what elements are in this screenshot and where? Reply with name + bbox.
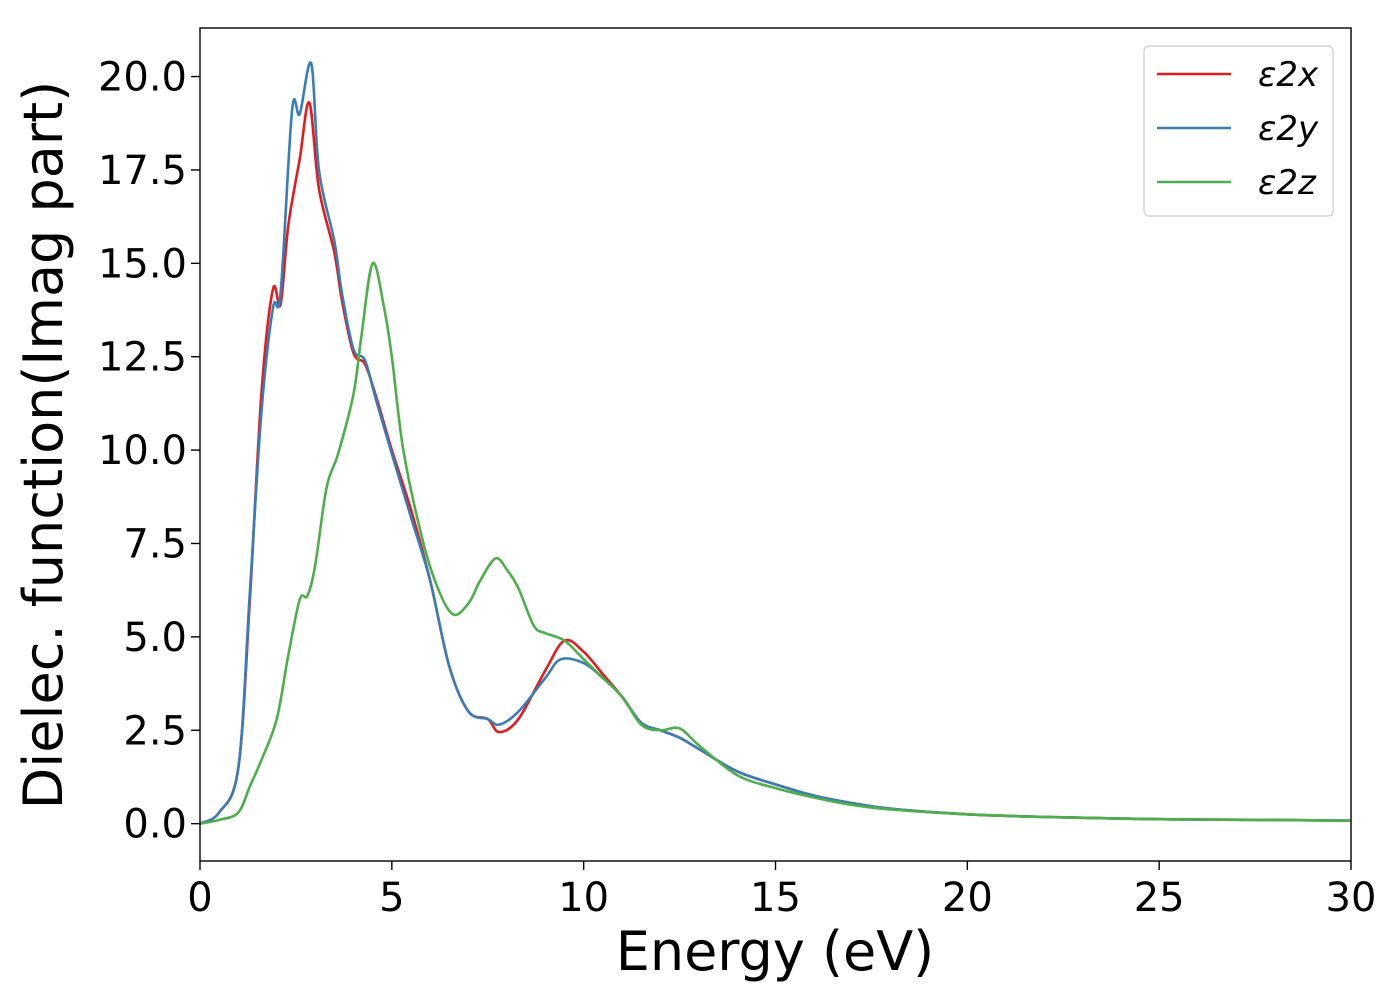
legend: ε2x ε2y ε2z: [1143, 45, 1334, 217]
series-line-3: [199, 261, 1352, 825]
y-tick-label: 15.0: [98, 241, 187, 287]
x-tick-label: 10: [558, 875, 609, 921]
y-tick-label: 0.0: [123, 802, 187, 848]
series-layer: [199, 61, 1352, 825]
x-tick-label: 20: [942, 875, 993, 921]
x-axis-ticks: 0 5 10 15 20 25 30: [187, 861, 1376, 921]
x-tick-label: 25: [1134, 875, 1185, 921]
series-line-2: [199, 61, 1352, 825]
legend-items: ε2x ε2y ε2z: [1157, 55, 1319, 203]
y-tick-label: 7.5: [123, 521, 187, 567]
y-tick-label: 10.0: [98, 428, 187, 474]
legend-label: ε2z: [1258, 163, 1317, 203]
x-tick-label: 5: [379, 875, 404, 921]
legend-label: ε2y: [1258, 109, 1319, 149]
x-tick-label: 15: [750, 875, 801, 921]
y-axis-label: Dielec. function(Imag part): [12, 81, 75, 810]
y-tick-label: 5.0: [123, 615, 187, 661]
y-tick-label: 12.5: [98, 335, 187, 381]
y-axis-ticks: 0.0 2.5 5.0 7.5 10.0 12.5 15.0 17.5 20.0: [98, 55, 200, 848]
y-tick-label: 20.0: [98, 55, 187, 101]
x-tick-label: 0: [187, 875, 212, 921]
legend-box: [1143, 45, 1334, 217]
y-tick-label: 17.5: [98, 148, 187, 194]
legend-label: ε2x: [1258, 55, 1319, 95]
x-tick-label: 30: [1326, 875, 1377, 921]
y-tick-label: 2.5: [123, 708, 187, 754]
x-axis-label: Energy (eV): [616, 920, 935, 983]
